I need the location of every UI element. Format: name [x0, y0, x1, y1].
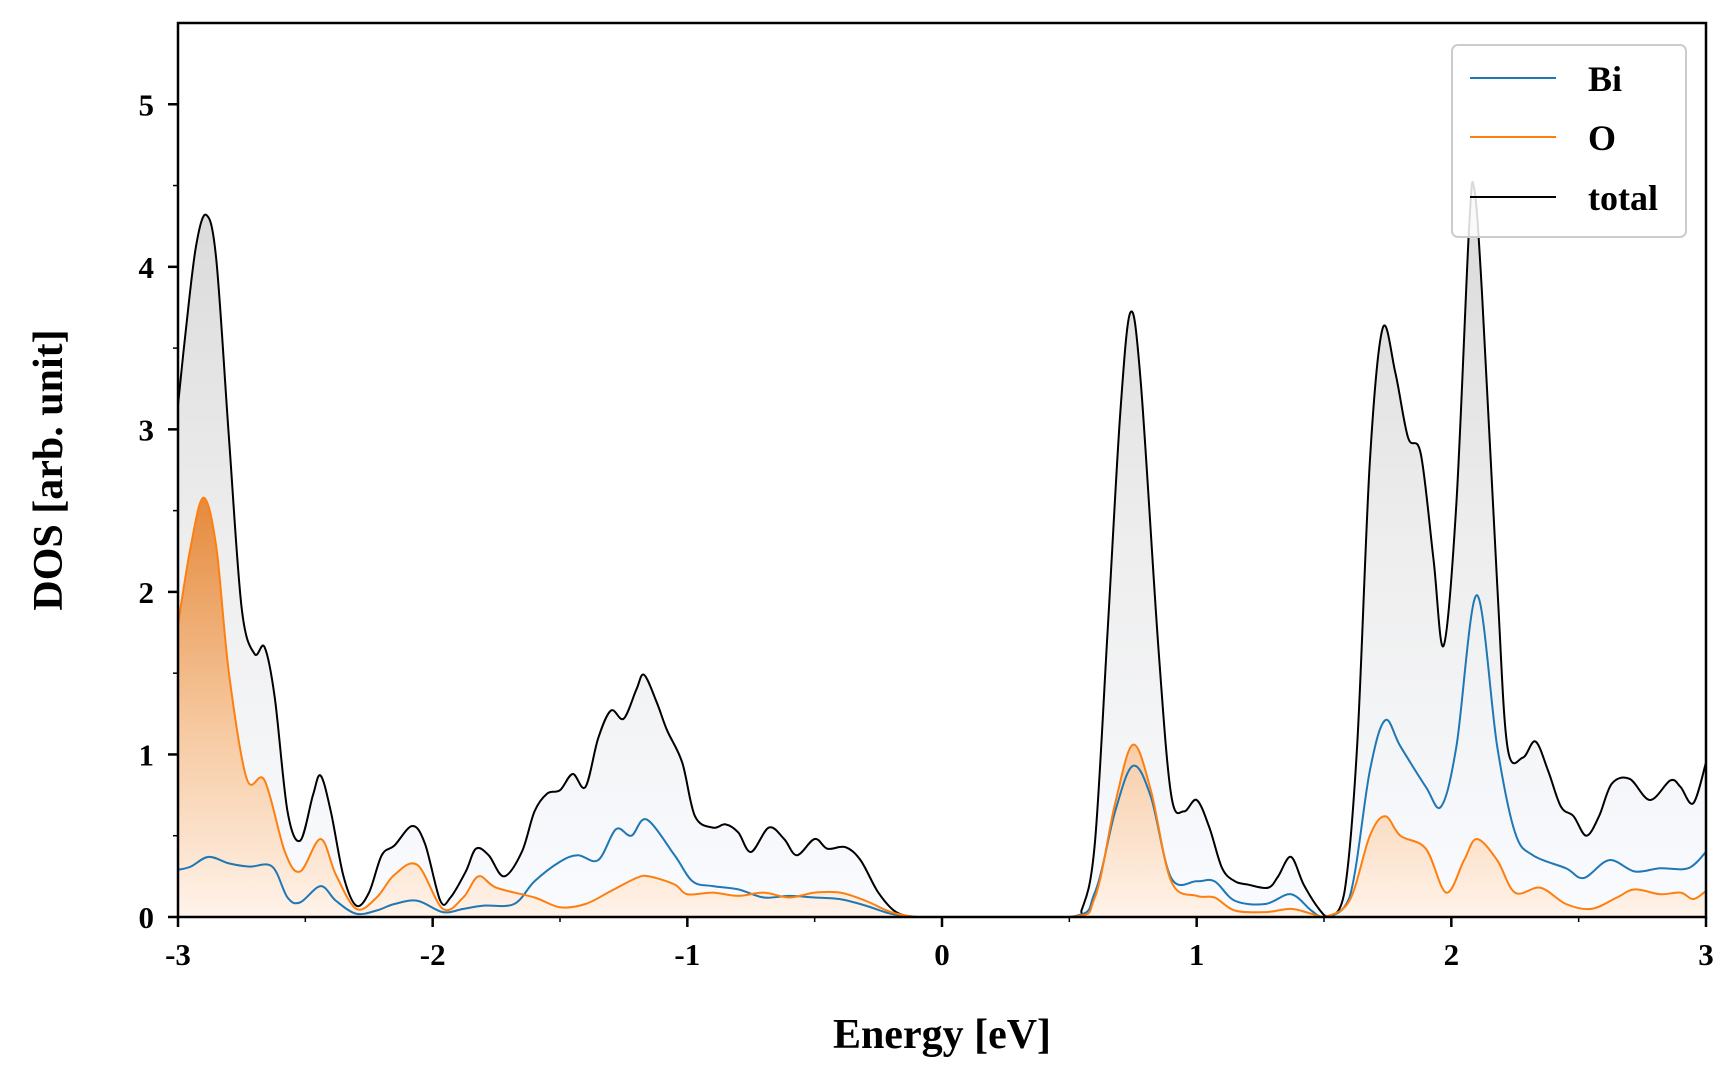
x-tick-label: 3 — [1698, 937, 1714, 972]
o-series-line — [177, 496, 1707, 919]
y-tick-label: 1 — [139, 737, 155, 772]
x-axis-label: Energy [eV] — [833, 1012, 1051, 1058]
y-tick-label: 5 — [139, 87, 155, 122]
legend: Bi O total — [1451, 44, 1687, 238]
x-tick-label: 1 — [1189, 937, 1205, 972]
x-tick-label: -3 — [165, 937, 191, 972]
legend-label-total: total — [1588, 178, 1658, 218]
x-tick-label: 0 — [934, 937, 950, 972]
x-axis-ticks: -3 -2 -1 0 1 2 3 — [165, 917, 1714, 972]
x-tick-label: -1 — [674, 937, 700, 972]
y-tick-label: 3 — [139, 412, 155, 447]
y-axis-label: DOS [arb. unit] — [26, 329, 72, 610]
o-area-fill — [178, 497, 1706, 917]
y-axis-ticks: 0 1 2 3 4 5 — [139, 87, 178, 935]
y-tick-label: 2 — [139, 575, 155, 610]
legend-frame — [1451, 44, 1687, 238]
y-tick-label: 0 — [139, 900, 155, 935]
total-area-fill — [178, 182, 1706, 917]
y-tick-label: 4 — [139, 250, 155, 285]
plot-area — [177, 181, 1707, 919]
x-tick-label: -2 — [420, 937, 446, 972]
legend-label-o: O — [1588, 118, 1616, 158]
legend-label-bi: Bi — [1588, 59, 1622, 99]
x-tick-label: 2 — [1444, 937, 1460, 972]
